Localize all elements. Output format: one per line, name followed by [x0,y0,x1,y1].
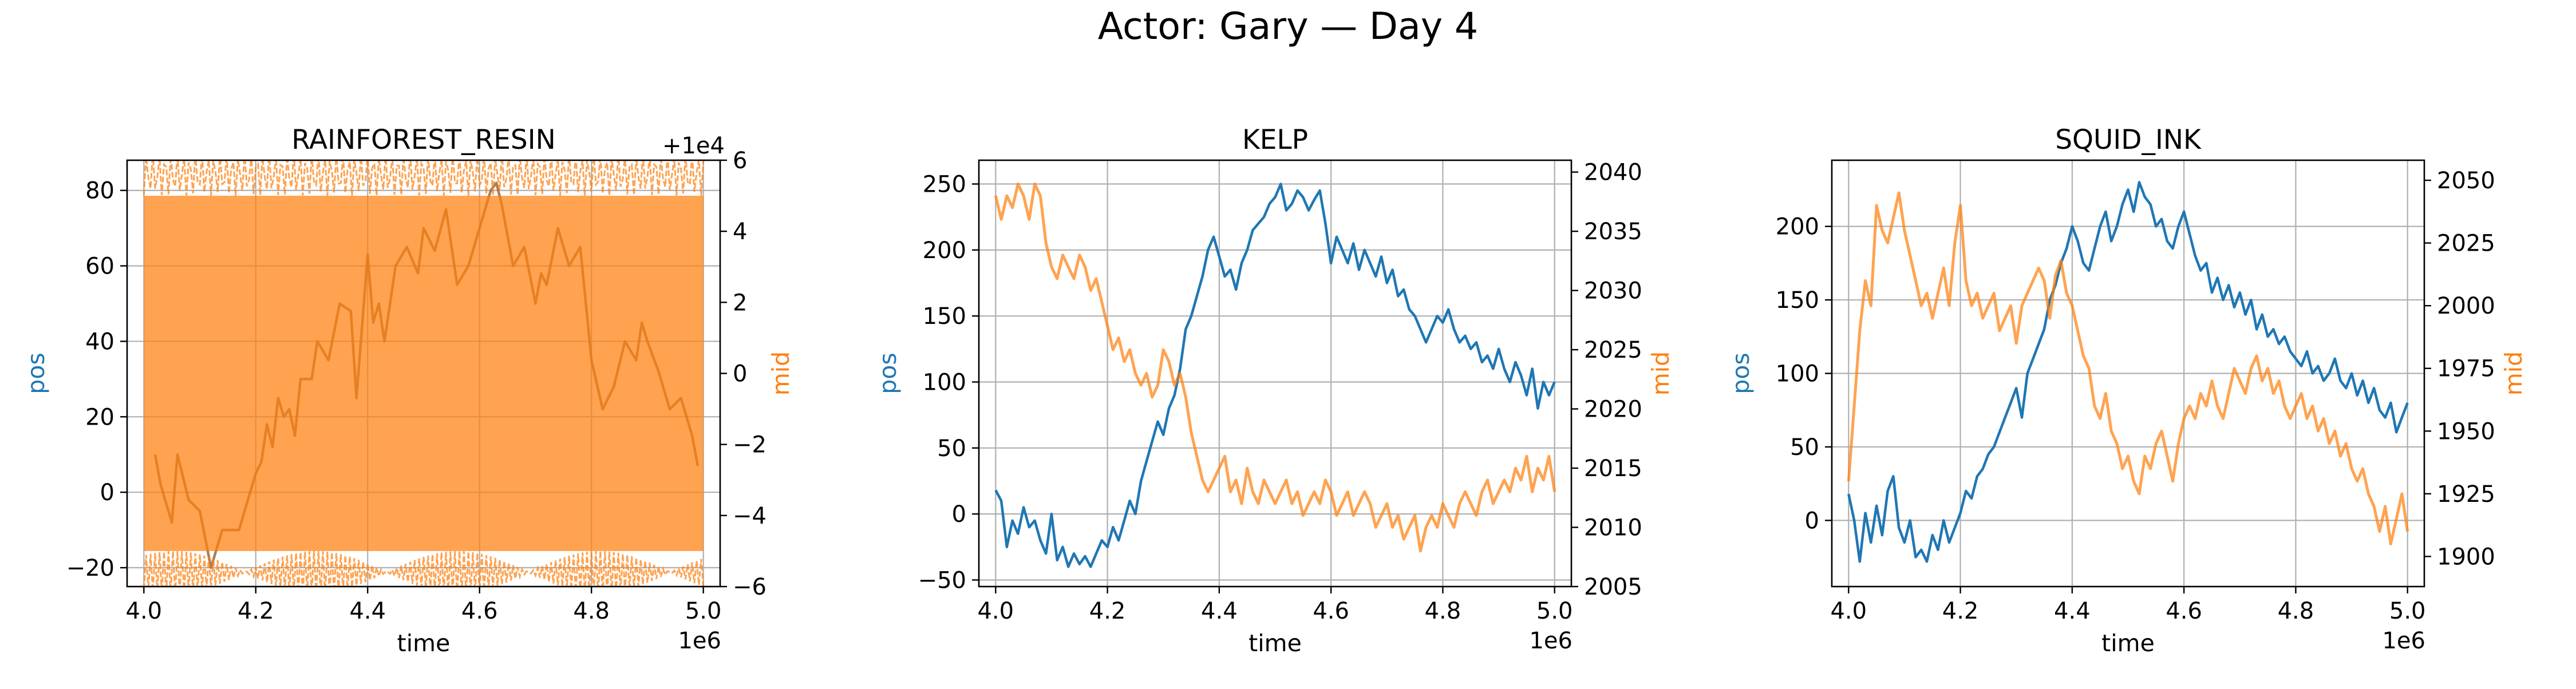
y-left-tick-label: 20 [85,404,114,430]
x-tick-label: 4.8 [2278,598,2314,624]
y-left-tick-label: 80 [85,178,114,204]
x-tick-label: 4.2 [1089,598,1126,624]
y-right-tick-label: 2025 [2437,231,2495,257]
y-right-tick-label: −6 [733,574,767,600]
x-tick-label: 5.0 [1536,598,1573,624]
y-left-tick-label: −20 [66,555,114,581]
subplot-kelp: 4.0 4.2 4.4 4.6 4.8 5.0 −50 0 50 100 150 200 250 2005… [874,124,1674,657]
y-right-tick-label: 2050 [2437,168,2495,194]
y-right-tick-label: 1900 [2437,544,2495,570]
subplot-title: RAINFOREST_RESIN [291,124,556,156]
y-left-tick-label: 50 [937,435,966,462]
plot-area [994,182,1556,568]
y-right-tick-label: 1975 [2437,356,2495,382]
y-left-tick-label: 200 [923,237,966,264]
mid-series-band-edge [143,551,705,587]
x-tick-label: 4.4 [1201,598,1238,624]
y-left-tick-label: 150 [923,303,966,330]
y-left-tick-label: 100 [923,369,966,395]
y-left-tick-label: 60 [85,254,114,280]
y-right-tick-label: 2035 [1584,219,1642,245]
x-tick-label: 4.0 [977,598,1014,624]
x-tick-label: 4.2 [238,598,274,624]
pos-series-line [994,183,1556,568]
y-left-tick-label: 50 [1790,434,1819,461]
pos-series-line [1847,181,2409,563]
y-left-axis-label: pos [1727,353,1755,394]
x-tick-label: 4.0 [126,598,163,624]
y-right-tick-label: 2015 [1584,456,1642,482]
y-right-tick-label: 4 [733,219,747,245]
subplot-rainforest-resin: 4.0 4.2 4.4 4.6 4.8 5.0−20020406080−6−4−20246… [22,124,795,657]
y-right-tick-label: 2025 [1584,337,1642,363]
plot-area [1847,181,2409,563]
y-right-tick-label: 0 [733,361,747,387]
y-left-tick-label: 200 [1776,214,1819,240]
x-tick-label: 4.6 [2166,598,2202,624]
y-right-tick-label: 1950 [2437,418,2495,445]
y-left-tick-label: −50 [918,567,966,593]
y-left-tick-label: 40 [85,328,114,355]
subplot-squid-ink: 4.0 4.2 4.4 4.6 4.8 5.0 0 50 100 150 200 1900 1925 19… [1727,124,2527,657]
y-right-offset-label: +1e4 [662,133,725,159]
y-left-tick-label: 0 [952,501,966,528]
y-right-tick-label: 2005 [1584,574,1642,600]
x-tick-label: 4.4 [349,598,386,624]
x-scale-label: 1e6 [2382,628,2425,654]
mid-series-line [1847,191,2409,545]
x-tick-label: 5.0 [685,598,722,624]
x-scale-label: 1e6 [1529,628,1573,654]
subplot-title: SQUID_INK [2055,124,2202,156]
mid-series-line [994,182,1556,553]
x-tick-label: 4.6 [1313,598,1349,624]
y-right-axis-label: mid [1647,351,1674,395]
y-right-tick-label: −4 [733,503,767,529]
x-tick-label: 4.6 [461,598,498,624]
y-left-tick-label: 250 [923,172,966,198]
y-left-tick-label: 0 [1805,508,1819,534]
x-tick-label: 4.0 [1830,598,1867,624]
x-axis-label: time [397,629,451,657]
y-right-tick-label: −2 [733,432,767,458]
plot-area [143,160,705,587]
y-right-tick-label: 2020 [1584,397,1642,423]
y-left-axis-label: pos [874,353,902,394]
y-right-tick-label: 2030 [1584,278,1642,304]
y-right-tick-label: 2 [733,290,747,316]
y-left-tick-label: 100 [1776,361,1819,387]
subplot-title: KELP [1242,124,1308,156]
y-right-tick-label: 1925 [2437,481,2495,508]
mid-series-band [144,196,704,551]
x-tick-label: 4.8 [1425,598,1461,624]
y-right-axis-label: mid [2500,351,2527,395]
x-tick-label: 5.0 [2389,598,2426,624]
y-right-axis-label: mid [767,351,795,395]
subplots: 4.0 4.2 4.4 4.6 4.8 5.0−20020406080−6−4−20246… [22,124,2527,657]
y-left-axis-label: pos [22,353,50,394]
y-right-tick-label: 2010 [1584,515,1642,541]
figure-title: Actor: Gary — Day 4 [1098,5,1479,48]
x-axis-label: time [2101,629,2155,657]
x-tick-label: 4.8 [573,598,610,624]
y-right-tick-label: 2040 [1584,160,1642,186]
axes-frame [978,159,1573,588]
x-tick-label: 4.2 [1942,598,1979,624]
x-scale-label: 1e6 [678,628,721,654]
y-left-tick-label: 150 [1776,287,1819,314]
x-axis-label: time [1249,629,1302,657]
y-right-tick-label: 2000 [2437,293,2495,319]
mid-series-band-edge [143,160,705,196]
x-tick-label: 4.4 [2054,598,2091,624]
y-right-tick-label: 6 [733,148,747,174]
y-left-tick-label: 0 [100,480,114,506]
